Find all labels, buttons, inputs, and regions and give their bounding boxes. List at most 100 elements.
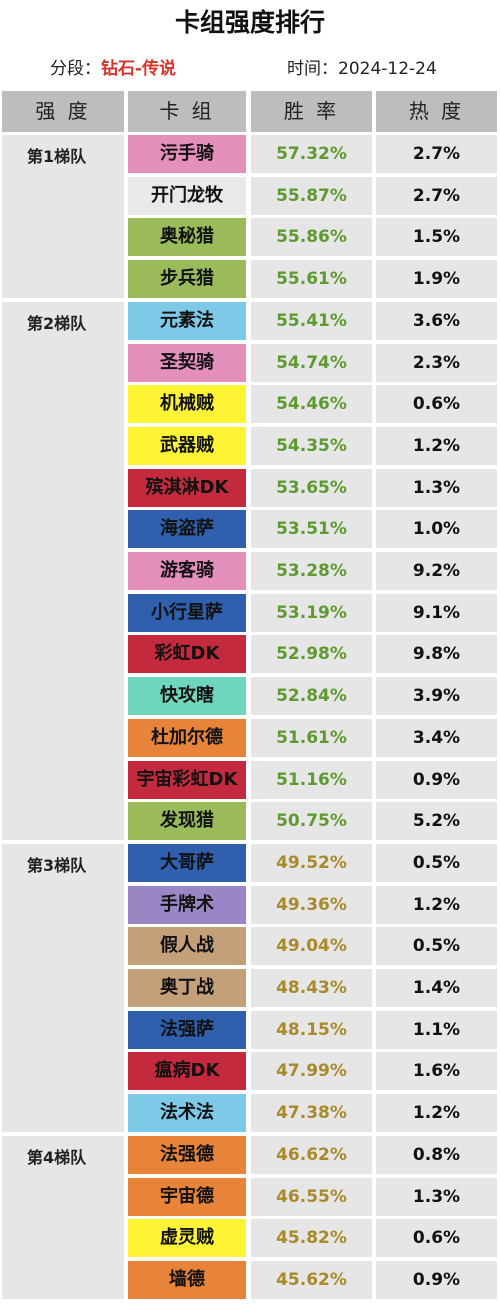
winrate-cell: 50.75% (251, 802, 372, 841)
winrate-cell: 51.16% (251, 760, 372, 799)
deck-name-cell: 假人战 (128, 927, 246, 966)
popularity-cell: 1.0% (376, 510, 497, 549)
winrate-cell: 49.04% (251, 927, 372, 966)
popularity-cell: 5.2% (376, 802, 497, 841)
header-popularity: 热 度 (376, 91, 497, 132)
winrate-cell: 49.52% (251, 843, 372, 882)
winrate-cell: 54.35% (251, 426, 372, 465)
winrate-cell: 53.51% (251, 510, 372, 549)
tier-block: 第1梯队 (2, 135, 124, 299)
winrate-cell: 55.41% (251, 301, 372, 340)
deck-name-cell: 瘟病DK (128, 1052, 246, 1091)
winrate-cell: 48.15% (251, 1010, 372, 1049)
deck-name-cell: 圣契骑 (128, 343, 246, 382)
deck-name-cell: 步兵猎 (128, 260, 246, 299)
popularity-cell: 9.8% (376, 635, 497, 674)
deck-name-cell: 开门龙牧 (128, 176, 246, 215)
popularity-cell: 1.5% (376, 218, 497, 257)
deck-name-cell: 彩虹DK (128, 635, 246, 674)
winrate-cell: 46.62% (251, 1135, 372, 1174)
deck-name-cell: 游客骑 (128, 552, 246, 590)
deck-name-cell: 快攻瞎 (128, 677, 246, 716)
winrate-cell: 49.36% (251, 885, 372, 924)
popularity-cell: 3.4% (376, 718, 497, 757)
winrate-cell: 53.28% (251, 552, 372, 590)
page-title: 卡组强度排行 (174, 8, 325, 37)
popularity-cell: 0.8% (376, 1135, 497, 1174)
popularity-cell: 0.9% (376, 1260, 497, 1299)
winrate-cell: 53.65% (251, 468, 372, 507)
tier-label: 第2梯队 (27, 313, 87, 333)
deck-name-cell: 发现猎 (128, 802, 246, 841)
header-deck: 卡 组 (128, 91, 246, 132)
tier-label: 第1梯队 (27, 147, 87, 166)
winrate-cell: 53.19% (251, 593, 372, 632)
popularity-cell: 2.7% (376, 135, 497, 173)
popularity-cell: 1.9% (376, 260, 497, 299)
deck-name-cell: 手牌术 (128, 885, 246, 924)
winrate-cell: 52.98% (251, 635, 372, 674)
popularity-cell: 1.6% (376, 1052, 497, 1091)
winrate-cell: 52.84% (251, 677, 372, 716)
tier-label: 第4梯队 (27, 1147, 87, 1167)
winrate-cell: 45.82% (251, 1219, 372, 1258)
deck-name-cell: 机械贼 (128, 385, 246, 424)
date-label: 时间： (287, 59, 338, 79)
date-info: 时间：2024-12-24 (287, 56, 437, 82)
date-value: 2024-12-24 (338, 59, 437, 79)
popularity-cell: 1.3% (376, 468, 497, 507)
segment-value: 钻石-传说 (101, 59, 177, 79)
deck-name-cell: 法强萨 (128, 1010, 246, 1049)
deck-name-cell: 杜加尔德 (128, 718, 246, 757)
popularity-cell: 2.7% (376, 176, 497, 215)
tier-block: 第4梯队 (2, 1135, 124, 1299)
popularity-cell: 3.6% (376, 301, 497, 340)
winrate-cell: 45.62% (251, 1260, 372, 1299)
deck-name-cell: 法强德 (128, 1135, 246, 1174)
winrate-cell: 55.86% (251, 218, 372, 257)
popularity-cell: 1.2% (376, 426, 497, 465)
tier-block: 第3梯队 (2, 843, 124, 1133)
deck-name-cell: 宇宙德 (128, 1177, 246, 1216)
deck-name-cell: 元素法 (128, 301, 246, 340)
deck-name-cell: 虚灵贼 (128, 1219, 246, 1258)
winrate-cell: 51.61% (251, 718, 372, 757)
popularity-cell: 0.5% (376, 927, 497, 966)
winrate-cell: 47.99% (251, 1052, 372, 1091)
deck-name-cell: 殡淇淋DK (128, 468, 246, 507)
deck-name-cell: 大哥萨 (128, 843, 246, 882)
header-tier: 强 度 (2, 91, 124, 132)
winrate-cell: 48.43% (251, 969, 372, 1007)
deck-name-cell: 海盗萨 (128, 510, 246, 549)
popularity-cell: 9.2% (376, 552, 497, 590)
winrate-cell: 55.61% (251, 260, 372, 299)
popularity-cell: 0.5% (376, 843, 497, 882)
winrate-cell: 55.87% (251, 176, 372, 215)
popularity-cell: 0.9% (376, 760, 497, 799)
deck-name-cell: 奥丁战 (128, 969, 246, 1007)
winrate-cell: 54.46% (251, 385, 372, 424)
deck-name-cell: 墙德 (128, 1260, 246, 1299)
popularity-cell: 1.1% (376, 1010, 497, 1049)
deck-name-cell: 奥秘猎 (128, 218, 246, 257)
deck-name-cell: 污手骑 (128, 135, 246, 173)
popularity-cell: 9.1% (376, 593, 497, 632)
popularity-cell: 3.9% (376, 677, 497, 716)
winrate-cell: 47.38% (251, 1094, 372, 1133)
winrate-cell: 57.32% (251, 135, 372, 173)
winrate-cell: 54.74% (251, 343, 372, 382)
popularity-cell: 1.2% (376, 885, 497, 924)
tier-label: 第3梯队 (27, 855, 87, 875)
popularity-cell: 0.6% (376, 1219, 497, 1258)
popularity-cell: 0.6% (376, 385, 497, 424)
tier-block: 第2梯队 (2, 301, 124, 841)
segment-info: 分段：钻石-传说 (50, 56, 176, 82)
header-winrate: 胜 率 (251, 91, 372, 132)
popularity-cell: 1.4% (376, 969, 497, 1007)
popularity-cell: 1.2% (376, 1094, 497, 1133)
deck-name-cell: 武器贼 (128, 426, 246, 465)
segment-label: 分段： (50, 59, 101, 79)
popularity-cell: 1.3% (376, 1177, 497, 1216)
popularity-cell: 2.3% (376, 343, 497, 382)
winrate-cell: 46.55% (251, 1177, 372, 1216)
